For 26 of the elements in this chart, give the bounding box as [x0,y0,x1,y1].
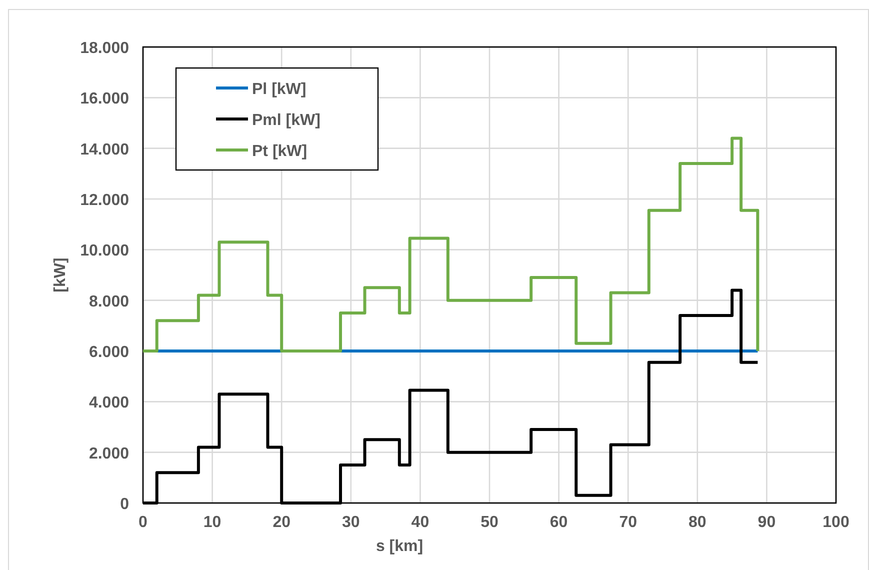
x-tick-label: 60 [550,514,568,531]
x-tick-label: 90 [758,514,776,531]
legend-label: Pt [kW] [252,143,308,160]
legend-label: Pml [kW] [252,112,320,129]
x-tick-label: 50 [480,514,498,531]
y-tick-label: 8.000 [88,293,130,310]
x-tick-label: 80 [688,514,706,531]
y-tick-label: 14.000 [80,141,130,158]
y-tick-label: 0 [120,496,130,513]
x-tick-label: 40 [411,514,430,531]
x-tick-label: 70 [619,514,638,531]
y-tick-label: 6.000 [88,344,130,361]
y-tick-label: 16.000 [80,90,130,108]
legend-label: Pl [kW] [252,81,306,98]
y-tick-label: 2.000 [88,445,130,462]
x-tick-label: 0 [138,514,148,531]
y-tick-label: 12.000 [80,192,130,209]
x-tick-label: 10 [203,514,222,531]
x-tick-label: 20 [272,514,291,531]
x-tick-label: 30 [342,514,360,531]
x-tick-label: 100 [822,514,850,531]
x-axis-title: s [km] [376,538,424,555]
y-tick-label: 18.000 [80,40,130,57]
y-axis-title: [kW] [52,258,69,292]
y-tick-label: 10.000 [80,242,130,260]
y-tick-label: 4.000 [88,394,130,412]
